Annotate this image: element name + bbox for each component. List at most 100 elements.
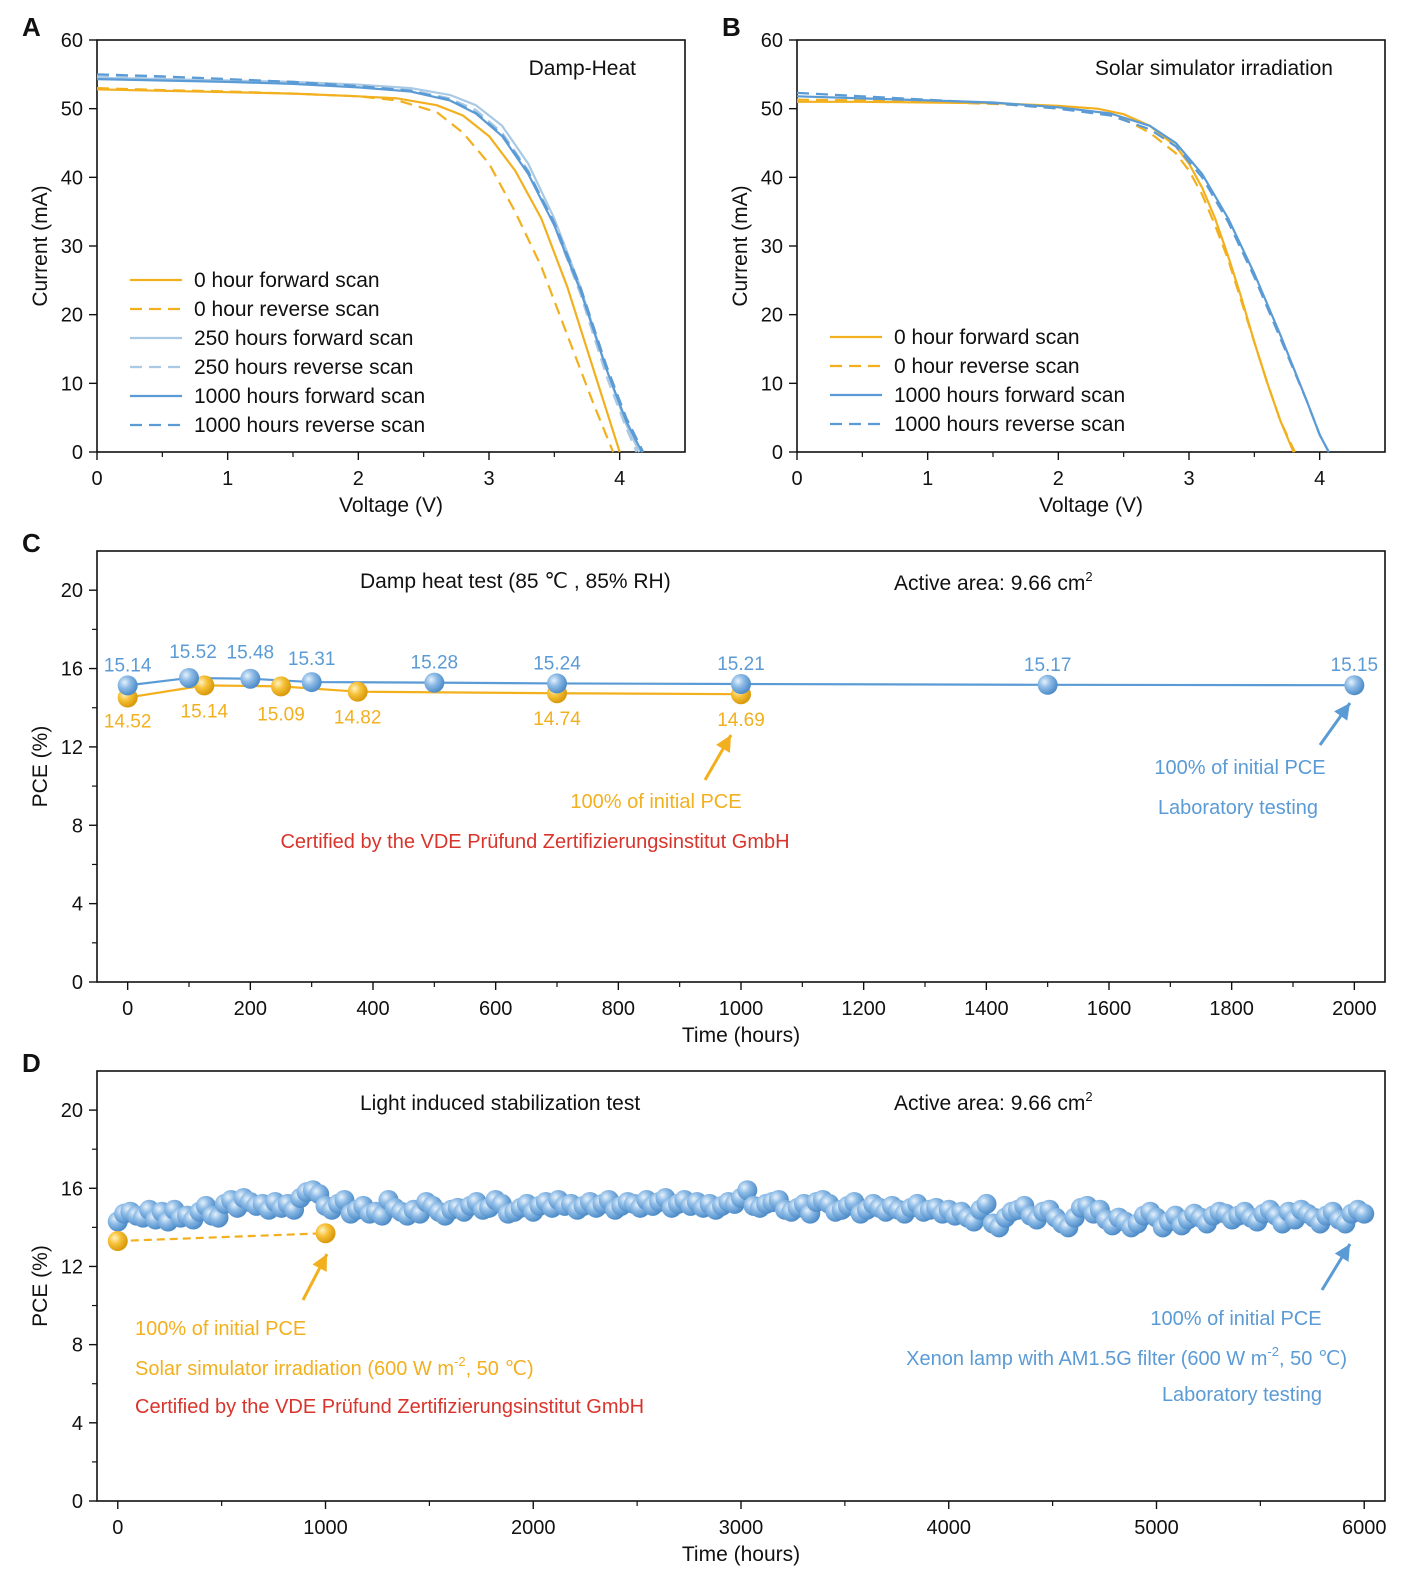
certified-value-label: 14.69 — [717, 710, 765, 731]
legend-label-0: 0 hour forward scan — [194, 269, 380, 292]
y-tick-label: 0 — [72, 972, 83, 994]
certified-value-label: 14.82 — [334, 708, 382, 729]
panel-label: A — [22, 12, 41, 42]
x-tick-label: 1 — [222, 468, 233, 490]
y-tick-label: 12 — [61, 737, 83, 759]
panel-c: C 0 200 400 600 800 1000 1200 1400 1600 1800 2000 0 4… — [22, 528, 1386, 1047]
lab-point — [737, 1180, 758, 1201]
lab-point — [179, 667, 199, 688]
y-axis-label: Current (mA) — [729, 185, 752, 306]
panel-label: B — [722, 12, 741, 42]
x-tick-label: 3 — [483, 468, 494, 490]
x-tick-label: 3 — [1183, 468, 1194, 490]
x-tick-label: 0 — [91, 468, 102, 490]
certified-arrow-head — [716, 735, 731, 753]
x-tick-label: 2 — [353, 468, 364, 490]
lab-point — [1344, 675, 1365, 696]
x-tick-label: 1000 — [303, 1517, 348, 1539]
irradiation-sup: -2 — [454, 1354, 466, 1369]
lab-point — [1037, 674, 1058, 695]
x-tick-label: 200 — [234, 998, 267, 1020]
lab-pce-note: 100% of initial PCE — [1154, 757, 1325, 779]
legend-label-3: 1000 hours reverse scan — [894, 413, 1125, 436]
x-tick-label: 1600 — [1087, 998, 1132, 1020]
active-area-sup: 2 — [1085, 1089, 1092, 1104]
panel-label: D — [22, 1048, 41, 1078]
y-tick-label: 20 — [61, 305, 83, 327]
lamp-sup: -2 — [1267, 1344, 1279, 1359]
y-tick-label: 8 — [72, 815, 83, 837]
y-tick-label: 8 — [72, 1335, 83, 1357]
certified-value-label: 15.14 — [181, 701, 229, 722]
lab-point — [976, 1193, 997, 1214]
iv-curve-1 — [96, 87, 615, 453]
test-title: Damp heat test (85 ℃ , 85% RH) — [360, 570, 671, 593]
lab-value-label: 15.31 — [288, 649, 336, 670]
lamp-text: Xenon lamp with AM1.5G filter (600 W m — [906, 1348, 1267, 1370]
legend-label-5: 1000 hours reverse scan — [194, 414, 425, 437]
lab-value-label: 15.24 — [533, 653, 581, 674]
x-tick-label: 1000 — [719, 998, 764, 1020]
active-area-sup: 2 — [1085, 569, 1092, 584]
certified-value-label: 15.09 — [257, 704, 305, 725]
certification-note: Certified by the VDE Prüfund Zertifizier… — [280, 831, 789, 853]
y-tick-label: 16 — [61, 1178, 83, 1200]
lamp-note: Xenon lamp with AM1.5G filter (600 W m-2… — [906, 1344, 1347, 1370]
legend-label-3: 250 hours reverse scan — [194, 356, 413, 379]
x-axis-label: Voltage (V) — [1039, 494, 1143, 517]
y-tick-label: 4 — [72, 894, 83, 916]
panel-title: Solar simulator irradiation — [1095, 57, 1333, 80]
y-tick-label: 40 — [761, 167, 783, 189]
y-tick-label: 20 — [61, 580, 83, 602]
panel-label: C — [22, 528, 41, 558]
legend-label-4: 1000 hours forward scan — [194, 385, 425, 408]
lab-value-label: 15.17 — [1024, 655, 1072, 676]
legend-label-2: 250 hours forward scan — [194, 327, 413, 350]
x-tick-label: 2000 — [511, 1517, 556, 1539]
lamp-tail: , 50 ℃) — [1279, 1348, 1347, 1370]
x-axis-label: Time (hours) — [682, 1024, 800, 1047]
certified-value-label: 14.74 — [533, 709, 581, 730]
lab-arrow-head — [1334, 703, 1350, 721]
x-tick-label: 1400 — [964, 998, 1009, 1020]
lab-value-label: 15.52 — [169, 642, 217, 663]
certified-point — [315, 1223, 336, 1244]
y-tick-label: 0 — [72, 442, 83, 464]
lab-value-label: 15.14 — [104, 655, 152, 676]
y-tick-label: 16 — [61, 659, 83, 681]
plot-frame — [96, 1070, 1386, 1502]
y-tick-label: 10 — [761, 373, 783, 395]
certified-value-label: 14.52 — [104, 712, 152, 733]
certified-point — [347, 681, 368, 702]
x-tick-label: 1200 — [841, 998, 886, 1020]
certified-pce-note: 100% of initial PCE — [135, 1318, 306, 1340]
y-tick-label: 50 — [61, 99, 83, 121]
panel-title: Damp-Heat — [529, 57, 637, 80]
active-area: Active area: 9.66 cm2 — [894, 569, 1093, 595]
x-tick-label: 400 — [356, 998, 389, 1020]
legend-label-1: 0 hour reverse scan — [194, 298, 380, 321]
y-tick-label: 10 — [61, 373, 83, 395]
lab-testing-note: Laboratory testing — [1162, 1384, 1322, 1406]
lab-point — [301, 672, 322, 693]
lab-point — [424, 672, 445, 693]
lab-value-label: 15.28 — [411, 653, 459, 674]
lab-testing-note: Laboratory testing — [1158, 797, 1318, 819]
legend-label-2: 1000 hours forward scan — [894, 384, 1125, 407]
active-area-text: Active area: 9.66 cm — [894, 1092, 1085, 1115]
x-tick-label: 5000 — [1134, 1517, 1179, 1539]
iv-curve-5 — [96, 73, 645, 453]
y-tick-label: 50 — [761, 99, 783, 121]
x-axis-label: Time (hours) — [682, 1543, 800, 1566]
y-axis-label: PCE (%) — [29, 726, 52, 808]
x-tick-label: 2000 — [1332, 998, 1377, 1020]
certification-note: Certified by the VDE Prüfund Zertifizier… — [135, 1396, 644, 1418]
y-axis-label: PCE (%) — [29, 1245, 52, 1327]
y-tick-label: 40 — [61, 167, 83, 189]
active-area-text: Active area: 9.66 cm — [894, 572, 1085, 595]
y-tick-label: 12 — [61, 1256, 83, 1278]
x-tick-label: 3000 — [719, 1517, 764, 1539]
iv-curve-3 — [796, 91, 1330, 453]
